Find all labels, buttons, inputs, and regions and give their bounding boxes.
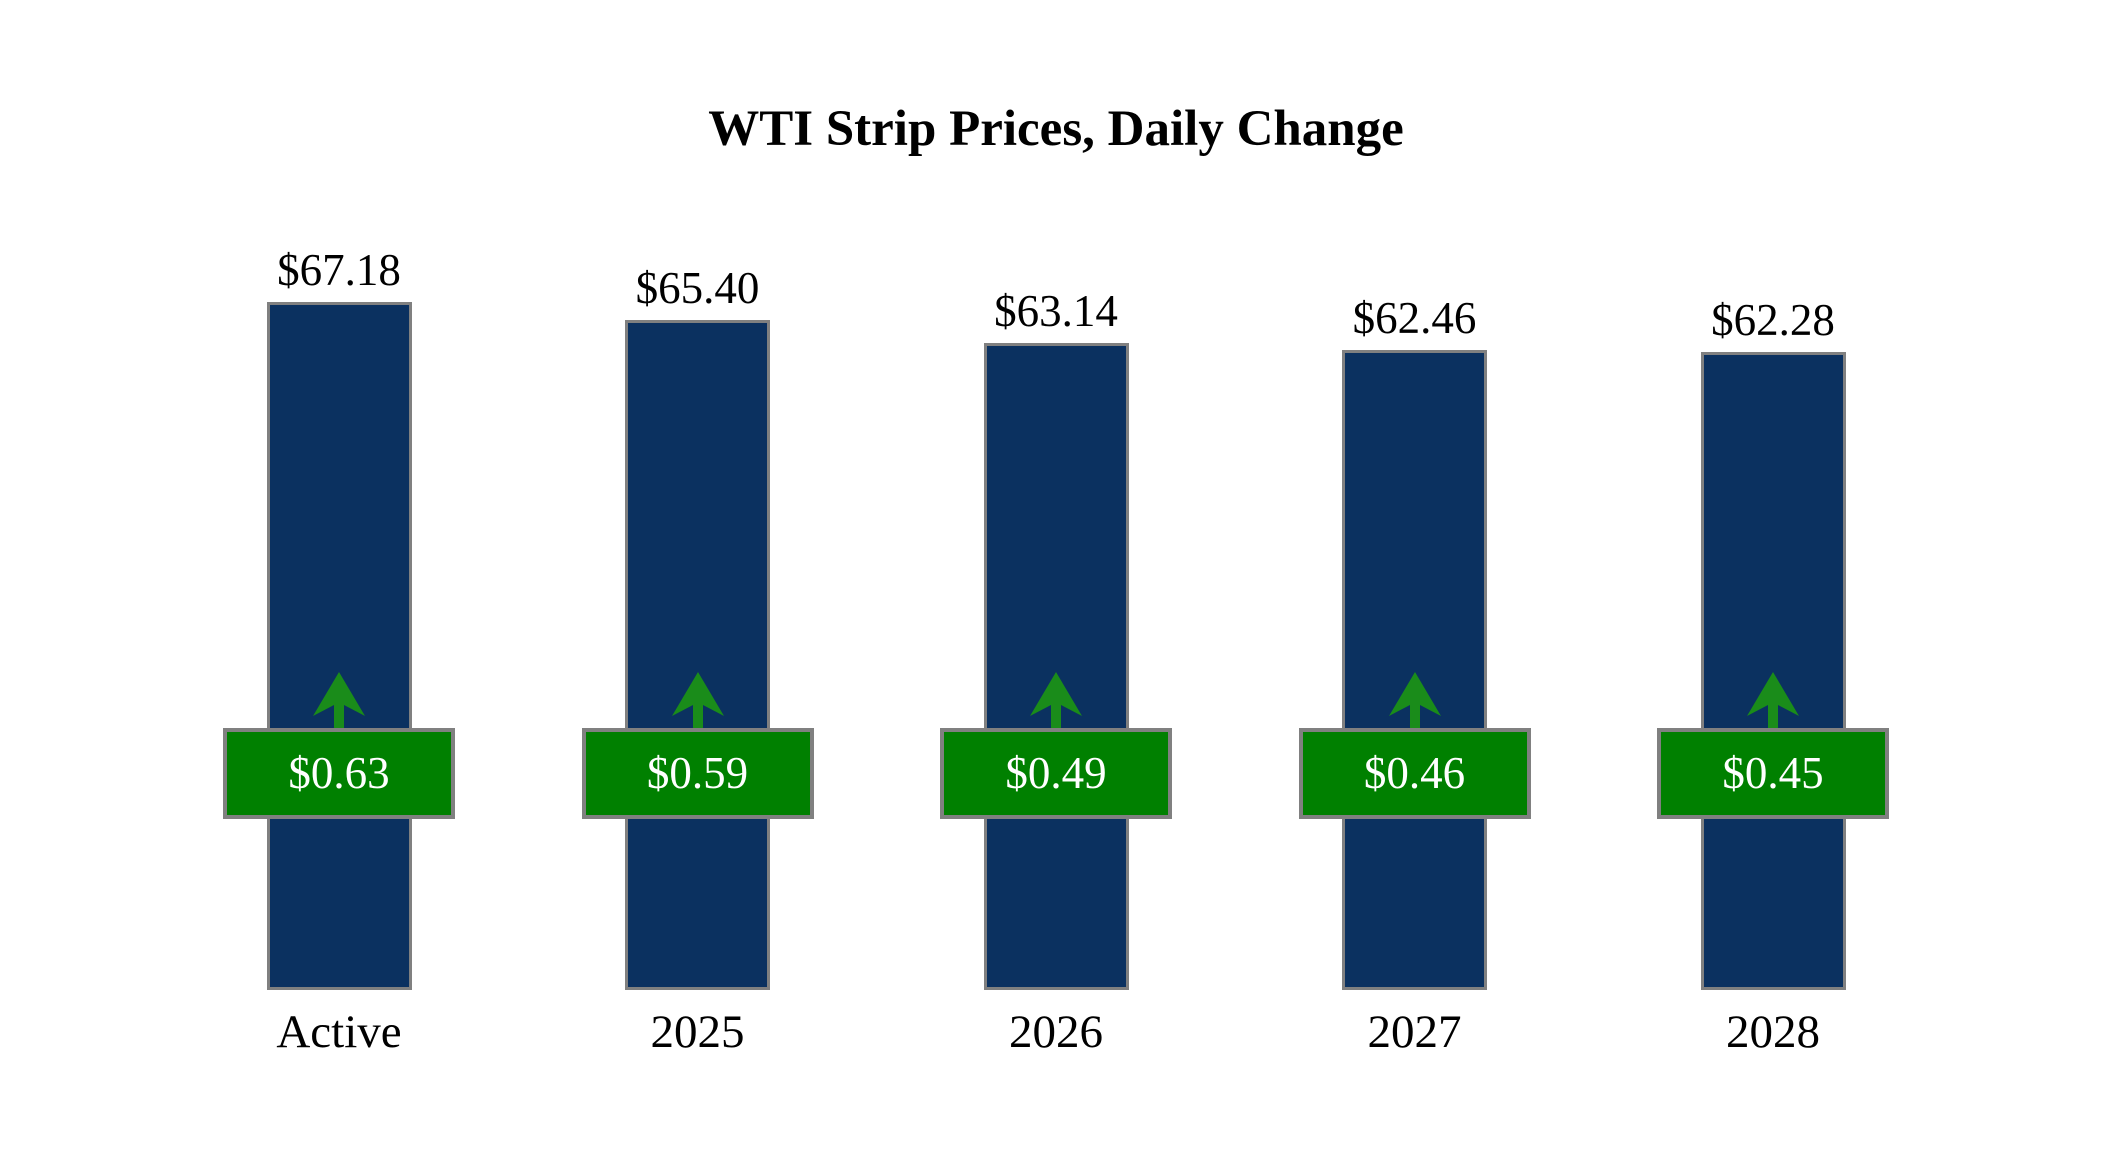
- category-label: 2027: [1367, 1006, 1462, 1058]
- up-arrow-icon: [1388, 672, 1441, 728]
- change-badge: $0.63: [223, 728, 455, 819]
- change-badge: $0.59: [581, 728, 814, 819]
- bar-value-label: $65.40: [635, 263, 760, 313]
- bar-value-label: $67.18: [277, 245, 401, 295]
- up-arrow-icon: [1747, 672, 1799, 728]
- chart-title: WTI Strip Prices, Daily Change: [708, 101, 1404, 157]
- up-arrow-icon: [313, 672, 365, 728]
- bar-value-label: $62.46: [1352, 293, 1477, 343]
- category-label: 2025: [650, 1006, 745, 1058]
- change-badge: $0.46: [1298, 728, 1531, 819]
- change-badge: $0.49: [940, 728, 1172, 819]
- change-badge: $0.45: [1657, 728, 1889, 819]
- category-label: 2028: [1726, 1006, 1820, 1058]
- bar-value-label: $63.14: [994, 286, 1118, 336]
- bar: [266, 302, 412, 990]
- bar: [983, 343, 1129, 990]
- category-label: Active: [276, 1006, 402, 1058]
- bar: [625, 320, 770, 990]
- bar: [1700, 352, 1846, 990]
- bar-value-label: $62.28: [1711, 295, 1835, 345]
- up-arrow-icon: [671, 672, 724, 728]
- up-arrow-icon: [1030, 672, 1082, 728]
- category-label: 2026: [1009, 1006, 1103, 1058]
- bar: [1342, 350, 1487, 990]
